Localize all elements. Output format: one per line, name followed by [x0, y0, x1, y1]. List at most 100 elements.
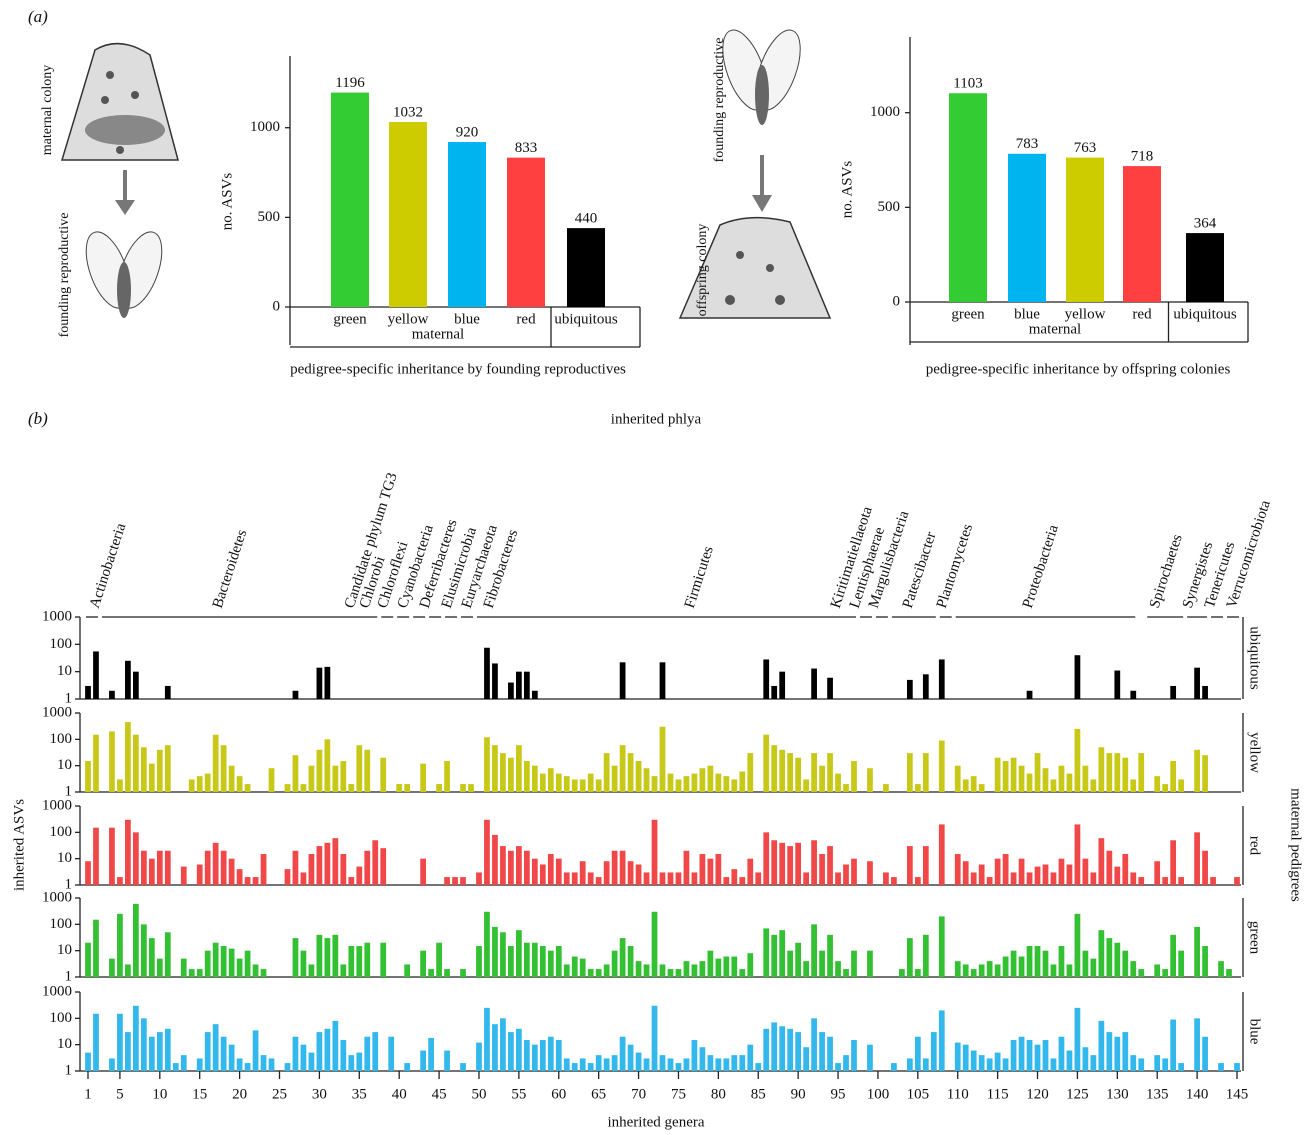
bar [668, 1058, 674, 1071]
bar [843, 1055, 849, 1071]
bar [580, 1058, 586, 1071]
bar [1234, 1063, 1240, 1071]
value-label: 718 [1131, 149, 1154, 165]
bar [317, 846, 323, 885]
bar [484, 648, 490, 699]
bar [93, 828, 99, 885]
bar [708, 1055, 714, 1071]
bar [165, 745, 171, 792]
bar [987, 1058, 993, 1071]
bar [596, 1055, 602, 1071]
bar [269, 768, 275, 792]
bar [404, 964, 410, 977]
value-label: 920 [456, 124, 479, 140]
bar [261, 1055, 267, 1071]
bar [484, 820, 490, 885]
bar [213, 1024, 219, 1071]
bar [684, 776, 690, 792]
bar [460, 1063, 466, 1071]
illustration-label: offspring colony [695, 224, 710, 317]
y-tick-label: 10 [57, 1036, 72, 1052]
bar [317, 1032, 323, 1071]
bar [1170, 935, 1176, 977]
bar [380, 758, 386, 792]
bar [567, 228, 605, 307]
bar [1138, 1058, 1144, 1071]
bar [1067, 964, 1073, 977]
bar [588, 872, 594, 885]
bar [763, 1029, 769, 1071]
bar [221, 946, 227, 977]
bar [293, 851, 299, 885]
bar [237, 959, 243, 977]
y-tick-label: 1000 [870, 104, 900, 120]
bar [723, 1058, 729, 1071]
bar [867, 1045, 873, 1071]
bar [660, 964, 666, 977]
bar [771, 840, 777, 885]
bar [708, 951, 714, 977]
bar [1027, 946, 1033, 977]
bar [356, 1053, 362, 1071]
bar [660, 1055, 666, 1071]
bar [612, 766, 618, 792]
bar [564, 872, 570, 885]
x-tick-label: yellow [1065, 306, 1106, 322]
bar [923, 935, 929, 977]
x-tick-label: 130 [1106, 1086, 1129, 1102]
bar [803, 961, 809, 977]
bar [1098, 838, 1104, 885]
bar [1114, 867, 1120, 885]
bar [1162, 969, 1168, 977]
bar [1003, 1058, 1009, 1071]
value-label: 364 [1194, 216, 1217, 232]
bar [253, 1030, 259, 1071]
bar [652, 1006, 658, 1071]
bar [1003, 957, 1009, 977]
bar [779, 1026, 785, 1071]
panel-label: (b) [28, 409, 48, 428]
bar [755, 872, 761, 885]
bar [285, 784, 291, 792]
bar [1130, 961, 1136, 977]
bar [301, 872, 307, 885]
bar [1154, 964, 1160, 977]
bar [325, 938, 331, 977]
bar [588, 1063, 594, 1071]
bar [149, 1037, 155, 1071]
bar [739, 877, 745, 885]
bar [1202, 755, 1208, 792]
bar [715, 854, 721, 885]
bar [915, 784, 921, 792]
bar [652, 776, 658, 792]
bar [723, 877, 729, 885]
bar [524, 1040, 530, 1071]
x-tick-label: 140 [1186, 1086, 1209, 1102]
bar [620, 1037, 626, 1071]
bar [389, 122, 427, 307]
bar [747, 1045, 753, 1071]
bar [1027, 872, 1033, 885]
x-tick-label: blue [454, 311, 480, 327]
bar [540, 865, 546, 885]
x-tick-label: 85 [751, 1086, 766, 1102]
bar [404, 1063, 410, 1071]
bar [325, 667, 331, 699]
bar [779, 750, 785, 792]
x-tick-label: 30 [312, 1086, 327, 1102]
x-tick-label: 115 [987, 1086, 1009, 1102]
bar [803, 1047, 809, 1071]
bar [468, 784, 474, 792]
bar [843, 865, 849, 885]
y-tick-label: 1000 [42, 608, 72, 624]
bar [708, 766, 714, 792]
bar [660, 872, 666, 885]
bar [1091, 1055, 1097, 1071]
bar [867, 768, 873, 792]
bar [1059, 859, 1065, 885]
bar [660, 662, 666, 699]
bar [1075, 1008, 1081, 1071]
bar [923, 753, 929, 792]
bar [1178, 779, 1184, 792]
bar [109, 959, 115, 977]
